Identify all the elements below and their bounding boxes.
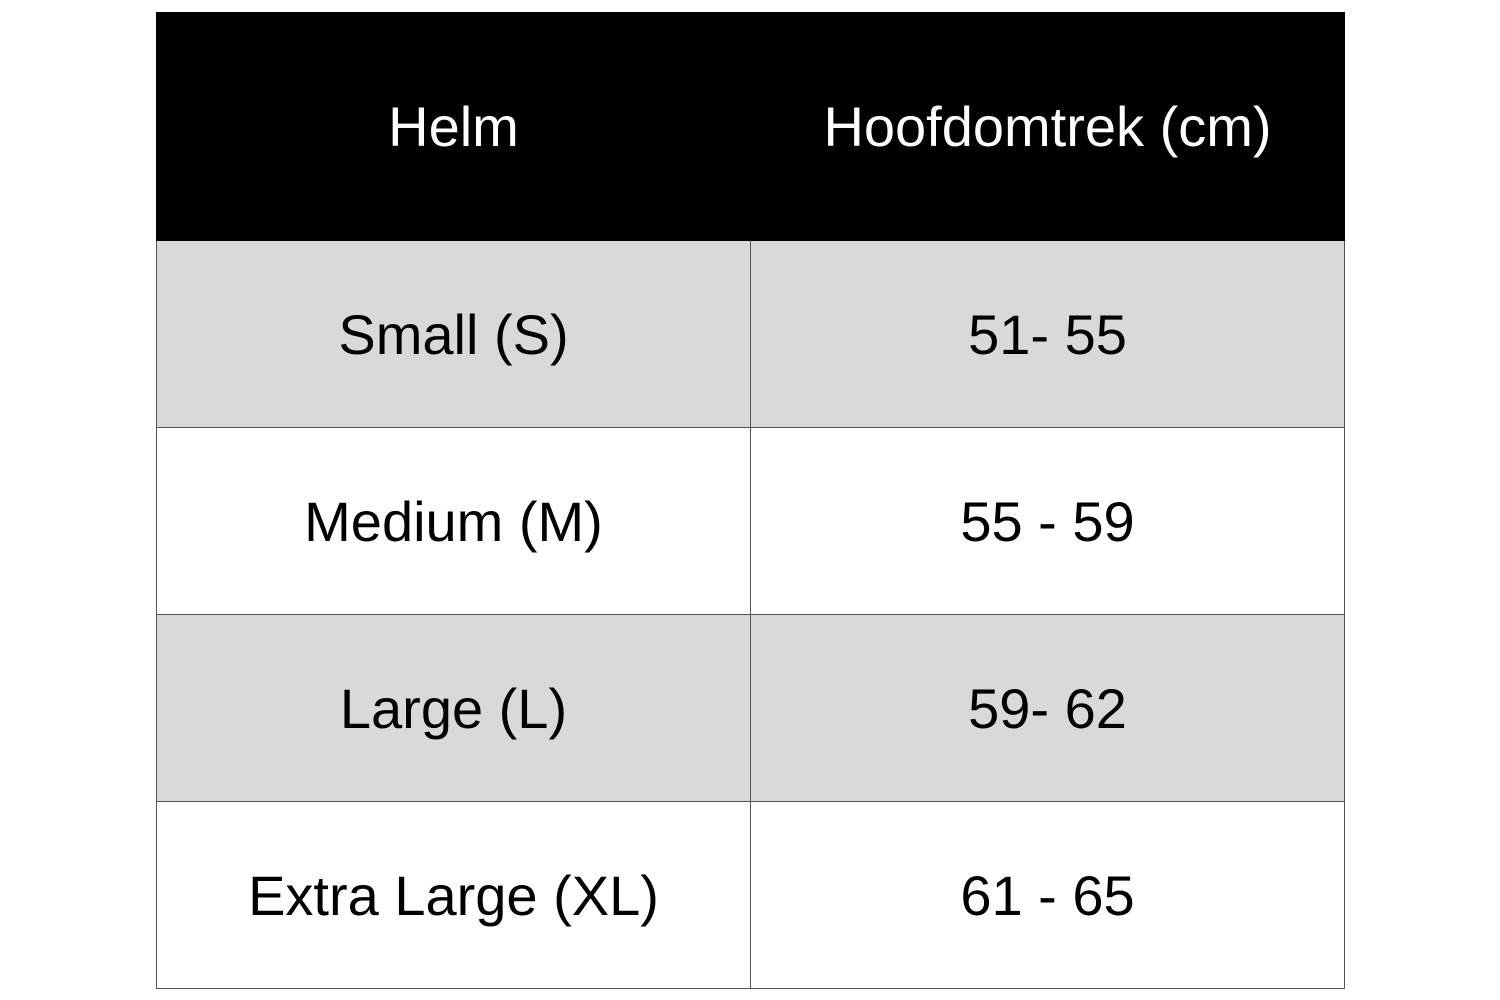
size-cell: Large (L) bbox=[156, 614, 751, 802]
table-row: Medium (M) 55 - 59 bbox=[156, 427, 1345, 615]
table-row: Extra Large (XL) 61 - 65 bbox=[156, 801, 1345, 989]
range-cell: 51- 55 bbox=[750, 240, 1345, 428]
table-row: Small (S) 51- 55 bbox=[156, 240, 1345, 428]
size-chart-table: Helm Hoofdomtrek (cm) Small (S) 51- 55 M… bbox=[156, 12, 1345, 989]
range-cell: 59- 62 bbox=[750, 614, 1345, 802]
header-head-circumference: Hoofdomtrek (cm) bbox=[750, 12, 1345, 241]
header-row: Helm Hoofdomtrek (cm) bbox=[156, 12, 1345, 241]
size-cell: Small (S) bbox=[156, 240, 751, 428]
range-cell: 55 - 59 bbox=[750, 427, 1345, 615]
range-cell: 61 - 65 bbox=[750, 801, 1345, 989]
size-cell: Extra Large (XL) bbox=[156, 801, 751, 989]
header-helm: Helm bbox=[156, 12, 751, 241]
size-cell: Medium (M) bbox=[156, 427, 751, 615]
table-row: Large (L) 59- 62 bbox=[156, 614, 1345, 802]
